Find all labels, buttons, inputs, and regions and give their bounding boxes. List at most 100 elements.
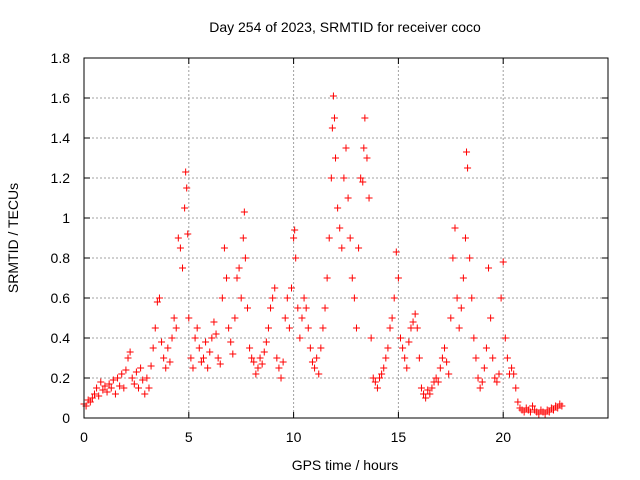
data-point xyxy=(396,334,404,342)
data-point xyxy=(235,264,243,272)
x-tick-label: 10 xyxy=(286,429,302,445)
data-point xyxy=(264,324,272,332)
data-point xyxy=(256,354,264,362)
data-point xyxy=(109,376,117,384)
data-point xyxy=(214,354,222,362)
data-point xyxy=(206,348,214,356)
data-point xyxy=(290,234,298,242)
data-point xyxy=(162,364,170,372)
data-point xyxy=(239,234,247,242)
data-point xyxy=(137,364,145,372)
data-point xyxy=(212,330,220,338)
data-point xyxy=(501,334,509,342)
data-point xyxy=(474,374,482,382)
data-point xyxy=(399,344,407,352)
x-tick-labels: 0 5 10 15 20 xyxy=(80,429,511,445)
data-point xyxy=(405,338,413,346)
data-point xyxy=(170,314,178,322)
y-tick-label: 0 xyxy=(62,410,70,426)
data-point xyxy=(520,408,528,416)
data-point xyxy=(155,294,163,302)
data-point xyxy=(182,168,190,176)
data-point xyxy=(134,384,142,392)
data-point xyxy=(183,184,191,192)
data-point xyxy=(382,354,390,362)
data-point xyxy=(371,378,379,386)
data-point xyxy=(176,244,184,252)
data-point xyxy=(386,324,394,332)
data-point xyxy=(493,378,501,386)
data-point xyxy=(489,354,497,362)
data-point xyxy=(390,294,398,302)
data-point xyxy=(332,154,340,162)
y-axis-title: SRMTID / TECUs xyxy=(5,183,21,293)
x-tick-label: 0 xyxy=(80,429,88,445)
data-point xyxy=(243,304,251,312)
data-point xyxy=(432,374,440,382)
data-point xyxy=(271,284,279,292)
data-point xyxy=(126,348,134,356)
data-point xyxy=(348,274,356,282)
data-point xyxy=(151,324,159,332)
data-point xyxy=(218,294,226,302)
plot-frame xyxy=(83,57,609,419)
data-point xyxy=(313,354,321,362)
data-points xyxy=(80,92,566,418)
data-point xyxy=(336,224,344,232)
data-point xyxy=(291,226,299,234)
data-point xyxy=(124,354,132,362)
data-point xyxy=(428,384,436,392)
data-point xyxy=(191,334,199,342)
data-point xyxy=(394,274,402,282)
data-point xyxy=(269,294,277,302)
data-point xyxy=(476,384,484,392)
data-point xyxy=(240,208,248,216)
data-point xyxy=(90,390,98,398)
data-point xyxy=(105,380,113,388)
data-point xyxy=(445,370,453,378)
data-point xyxy=(86,398,94,406)
data-point xyxy=(160,354,168,362)
data-point xyxy=(495,370,503,378)
data-point xyxy=(118,370,126,378)
data-point xyxy=(306,344,314,352)
data-point xyxy=(361,114,369,122)
data-point xyxy=(380,364,388,372)
data-point xyxy=(229,350,237,358)
data-point xyxy=(273,354,281,362)
axis-ticks xyxy=(83,57,608,419)
data-point xyxy=(187,354,195,362)
data-point xyxy=(360,144,368,152)
data-point xyxy=(231,314,239,322)
x-tick-label: 15 xyxy=(391,429,407,445)
data-point xyxy=(223,274,231,282)
data-point xyxy=(122,366,130,374)
data-point xyxy=(367,334,375,342)
data-point xyxy=(202,338,210,346)
data-point xyxy=(164,344,172,352)
data-point xyxy=(453,294,461,302)
data-point xyxy=(250,358,258,366)
data-point xyxy=(254,364,262,372)
data-point xyxy=(526,408,534,416)
data-point xyxy=(189,364,197,372)
data-point xyxy=(143,374,151,382)
data-point xyxy=(197,358,205,366)
data-point xyxy=(174,234,182,242)
data-point xyxy=(308,358,316,366)
data-point xyxy=(558,402,566,410)
data-point xyxy=(376,374,384,382)
data-point xyxy=(514,398,522,406)
data-point xyxy=(464,164,472,172)
data-point xyxy=(216,360,224,368)
data-point xyxy=(279,358,287,366)
data-point xyxy=(288,284,296,292)
data-point xyxy=(434,378,442,386)
data-point xyxy=(208,334,216,342)
data-point xyxy=(97,378,105,386)
data-point xyxy=(459,274,467,282)
y-tick-label: 0.8 xyxy=(51,250,71,266)
data-point xyxy=(359,178,367,186)
data-point xyxy=(447,314,455,322)
data-point xyxy=(392,248,400,256)
